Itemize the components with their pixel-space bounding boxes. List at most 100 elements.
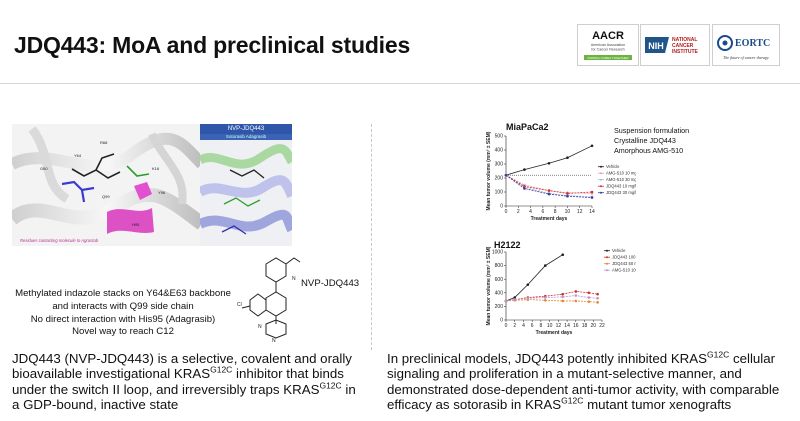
title-rule: [0, 83, 800, 84]
legend-marker: [600, 191, 602, 194]
x-axis-label: Treatment days: [536, 330, 573, 336]
chart-title: MiaPaCa2: [506, 122, 549, 132]
x-tick-label: 6: [541, 209, 544, 215]
svg-text:N: N: [292, 276, 296, 282]
data-point: [587, 291, 591, 295]
svg-text:Cl: Cl: [237, 302, 242, 308]
y-tick-label: 200: [495, 176, 504, 182]
data-point: [513, 296, 517, 299]
caption-line: Novel way to reach C12: [72, 326, 174, 338]
data-point: [566, 156, 569, 159]
series-line: [505, 254, 563, 302]
legend-marker: [606, 249, 608, 252]
legend-label: JDQ443 30 mg/kg: [606, 190, 636, 195]
data-point: [523, 168, 526, 171]
y-tick-label: 500: [495, 134, 504, 140]
svg-text:CANCER: CANCER: [672, 43, 694, 49]
data-point: [543, 264, 547, 267]
aacr-logo: AACR American Association for Cancer Res…: [577, 24, 639, 66]
svg-text:K16: K16: [152, 166, 160, 171]
data-point: [526, 283, 530, 286]
legend-marker: [606, 256, 608, 259]
data-point: [574, 290, 578, 293]
x-tick-label: 2: [513, 323, 516, 329]
y-tick-label: 400: [495, 290, 504, 296]
x-tick-label: 8: [540, 323, 543, 329]
y-tick-label: 400: [495, 148, 504, 154]
svg-text:The future of cancer therapy: The future of cancer therapy: [723, 55, 769, 60]
legend-label: JDQ443 10 mg/kg: [606, 184, 636, 189]
legend-label: AMG-510 10 mg/kg: [606, 171, 636, 176]
formulation-note: Suspension formulation Crystalline JDQ44…: [614, 126, 689, 156]
y-tick-label: 1000: [492, 250, 503, 256]
legend-label: AMG-510 30 mg/kg: [606, 177, 636, 182]
y-tick-label: 100: [495, 190, 504, 196]
formulation-line: Crystalline JDQ443: [614, 136, 676, 145]
svg-text:H95: H95: [132, 222, 140, 227]
svg-text:N: N: [258, 324, 262, 330]
chemical-structure-image: Cl N N N: [236, 250, 306, 344]
legend-marker: [600, 185, 602, 188]
overlay-structure-inset: NVP-JDQ443 Sotorasib Adagrasib: [200, 124, 292, 246]
x-tick-label: 20: [590, 323, 596, 329]
svg-text:FINDING CURES TOGETHER: FINDING CURES TOGETHER: [587, 56, 629, 60]
slide-title: JDQ443: MoA and preclinical studies: [14, 32, 411, 58]
svg-text:Y96: Y96: [158, 190, 166, 195]
series-line: [505, 295, 598, 302]
data-point: [590, 190, 594, 194]
left-paragraph: JDQ443 (NVP-JDQ443) is a selective, cova…: [12, 351, 356, 413]
data-point: [547, 192, 551, 196]
data-point: [504, 173, 508, 177]
eortc-logo: EORTC The future of cancer therapy: [712, 24, 780, 66]
data-point: [526, 296, 530, 300]
formulation-line: Suspension formulation: [614, 126, 690, 135]
y-tick-label: 200: [495, 304, 504, 310]
h2122-chart: H2122 0 2 4 6 8 10 12 14 16 18 20 22 0 200 400 600 800 100…: [486, 238, 657, 350]
caption-line: Methylated indazole stacks on Y64&E63 ba…: [15, 288, 231, 299]
legend-marker: [600, 178, 602, 181]
nih-nci-logo: NIH NATIONAL CANCER INSTITUTE: [640, 24, 710, 66]
data-point: [561, 253, 565, 257]
data-point: [574, 299, 578, 303]
data-point: [523, 185, 526, 188]
data-point: [587, 300, 591, 303]
data-point: [561, 292, 565, 296]
svg-text:INSTITUTE: INSTITUTE: [672, 49, 698, 55]
legend-label: JDQ443 100 mg/kg qd: [612, 255, 636, 260]
legend-label: AMG-510 100 mg/kg qd: [612, 268, 636, 273]
formulation-line: Amorphous AMG-510: [614, 146, 684, 155]
x-tick-label: 4: [522, 323, 525, 329]
structure-label: NVP-JDQ443: [301, 278, 360, 289]
x-tick-label: 0: [505, 323, 508, 329]
data-point: [561, 295, 565, 299]
protein-structure-image: R68 Y64 K16 Y96 Q99 H95 G60 Residues contacti…: [12, 124, 202, 246]
series-line: [505, 145, 593, 176]
data-point: [590, 144, 594, 148]
x-tick-label: 2: [517, 209, 520, 215]
x-tick-label: 16: [573, 323, 579, 329]
legend-label: Vehicle: [612, 248, 626, 253]
x-tick-label: 14: [589, 209, 595, 215]
x-tick-label: 18: [582, 323, 588, 329]
data-point: [574, 294, 578, 297]
x-tick-label: 6: [531, 323, 534, 329]
legend-marker: [606, 269, 608, 272]
legend-label: JDQ443 50 mg/kg bid: [612, 261, 636, 266]
data-point: [596, 296, 599, 300]
svg-text:NIH: NIH: [648, 41, 664, 51]
data-point: [543, 296, 547, 299]
caption-line: No direct interaction with His95 (Adagra…: [30, 313, 216, 325]
svg-text:EORTC: EORTC: [735, 38, 770, 49]
mechanism-caption: Methylated indazole stacks on Y64&E63 ba…: [12, 288, 234, 339]
series-line: [505, 174, 593, 198]
y-tick-label: 600: [495, 277, 504, 283]
y-axis-label: Mean tumor volume (mm³ ± SEM): [486, 246, 492, 325]
data-point: [523, 187, 526, 190]
legend-marker: [606, 262, 608, 265]
svg-text:R68: R68: [100, 140, 108, 145]
x-tick-label: 14: [564, 323, 570, 329]
svg-text:American Association: American Association: [591, 43, 625, 47]
miapaca2-chart: MiaPaCa2 0 2 4 6 8 10 12 14 0 100 200 300 400 500 Treat…: [486, 118, 643, 234]
chart-title: H2122: [494, 240, 521, 250]
series-line: [505, 299, 598, 303]
